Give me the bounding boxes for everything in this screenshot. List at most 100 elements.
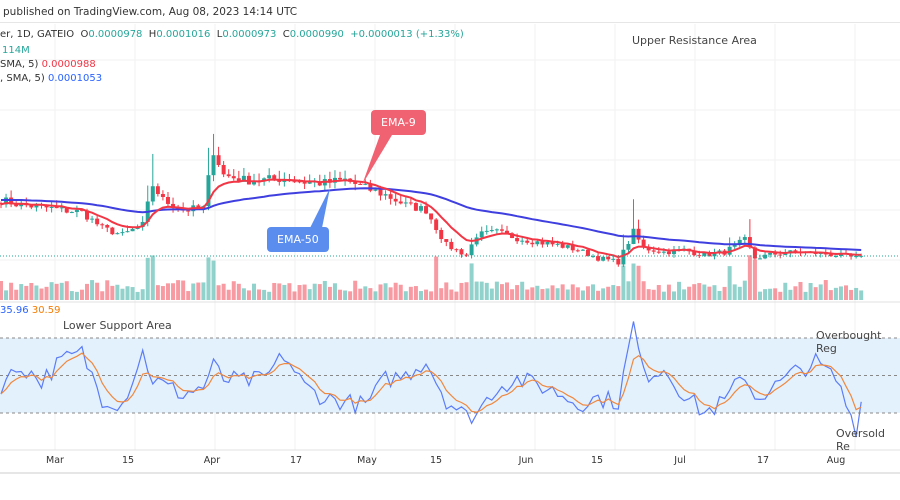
volume-bar (768, 288, 773, 300)
volume-bar (135, 291, 140, 300)
candle-body (555, 243, 560, 245)
x-tick-label: Mar (46, 455, 64, 466)
candle-body (125, 231, 130, 233)
volume-bar (555, 288, 560, 300)
volume-bar (236, 283, 241, 300)
candle-body (758, 258, 762, 260)
volume-bar (515, 285, 520, 300)
volume-bar (484, 282, 489, 300)
volume-bar (110, 285, 115, 300)
volume-bar (413, 286, 418, 300)
candle-body (833, 256, 838, 258)
candle-body (621, 249, 626, 265)
volume-bar (85, 283, 90, 300)
volume-bar (358, 288, 363, 300)
volume-bar (115, 284, 120, 300)
volume-bar (145, 257, 150, 300)
ema9-label: SMA, 5) (0, 59, 39, 70)
volume-bar (95, 282, 100, 300)
ohlc-legend: er, 1D, GATEIO O0.0000978 H0.0001016 L0.… (0, 29, 464, 40)
volume-bar (833, 287, 838, 300)
volume-bar (844, 285, 849, 300)
open-label: O (80, 29, 89, 40)
candle-body (130, 228, 135, 232)
candle-body (646, 246, 651, 251)
volume-bar (474, 281, 479, 300)
candle-body (828, 254, 833, 257)
volume-bar (373, 291, 378, 300)
volume-bar (641, 281, 646, 300)
volume-bar (828, 290, 833, 300)
volume-bar (778, 291, 783, 300)
candle-body (712, 252, 717, 257)
volume-bar (737, 286, 742, 300)
ema50-callout: EMA-50 (267, 227, 329, 252)
volume-bar (773, 288, 778, 300)
volume-bar (611, 285, 616, 300)
volume-bar (125, 286, 130, 300)
candle-body (353, 181, 358, 184)
ema9-pointer (362, 135, 392, 185)
volume-bar (221, 283, 226, 300)
volume-bar (596, 290, 601, 300)
volume-bar (651, 289, 656, 300)
volume-bar (312, 283, 317, 300)
candle-body (140, 221, 145, 227)
volume-bar (49, 282, 54, 300)
candle-body (671, 249, 676, 255)
volume-bar (408, 286, 413, 300)
volume-bar (580, 290, 585, 300)
volume-bar (540, 289, 545, 300)
candle-body (444, 239, 449, 242)
candle-body (221, 164, 226, 175)
candle-body (484, 230, 489, 232)
volume-bar (155, 285, 160, 300)
volume-bar (262, 289, 267, 300)
volume-value: 114M (2, 45, 30, 56)
candle-body (742, 237, 747, 240)
volume-bar (287, 283, 292, 300)
volume-bar (535, 285, 540, 300)
volume-bar (570, 284, 575, 300)
candle-body (778, 254, 783, 256)
candle-body (641, 239, 646, 247)
x-tick-label: May (357, 455, 377, 466)
volume-bar (44, 286, 49, 300)
candle-body (120, 232, 125, 234)
candle-body (307, 181, 312, 184)
volume-bar (241, 288, 246, 300)
volume-bar (100, 291, 105, 300)
candle-body (601, 256, 606, 261)
candle-body (439, 229, 444, 240)
volume-bar (378, 284, 383, 300)
candle-body (29, 205, 34, 208)
volume-bar (444, 282, 449, 300)
candle-body (74, 209, 79, 213)
candle-body (267, 175, 272, 179)
volume-bar (489, 288, 494, 300)
high-value: 0.0001016 (156, 29, 211, 40)
volume-bar (763, 289, 768, 300)
volume-bar (160, 286, 165, 300)
candle-body (459, 249, 464, 255)
candle-body (110, 227, 115, 235)
ema9-callout: EMA-9 (371, 110, 426, 135)
volume-bar (171, 283, 176, 300)
volume-bar (206, 257, 211, 300)
volume-bar (348, 291, 353, 300)
candle-body (489, 230, 494, 232)
candle-body (606, 256, 611, 260)
candle-body (413, 203, 418, 211)
candle-body (449, 241, 454, 250)
volume-bar (717, 290, 722, 300)
volume-bar (34, 285, 39, 300)
candle-body (393, 198, 398, 202)
volume-bar (186, 291, 191, 300)
volume-bar (338, 289, 343, 300)
volume-bar (327, 286, 332, 300)
ema50-legend: , SMA, 5) 0.0001053 (0, 73, 102, 84)
candle-body (626, 243, 631, 250)
low-label: L (216, 29, 223, 40)
oversold-label: Oversold Re (836, 427, 885, 453)
